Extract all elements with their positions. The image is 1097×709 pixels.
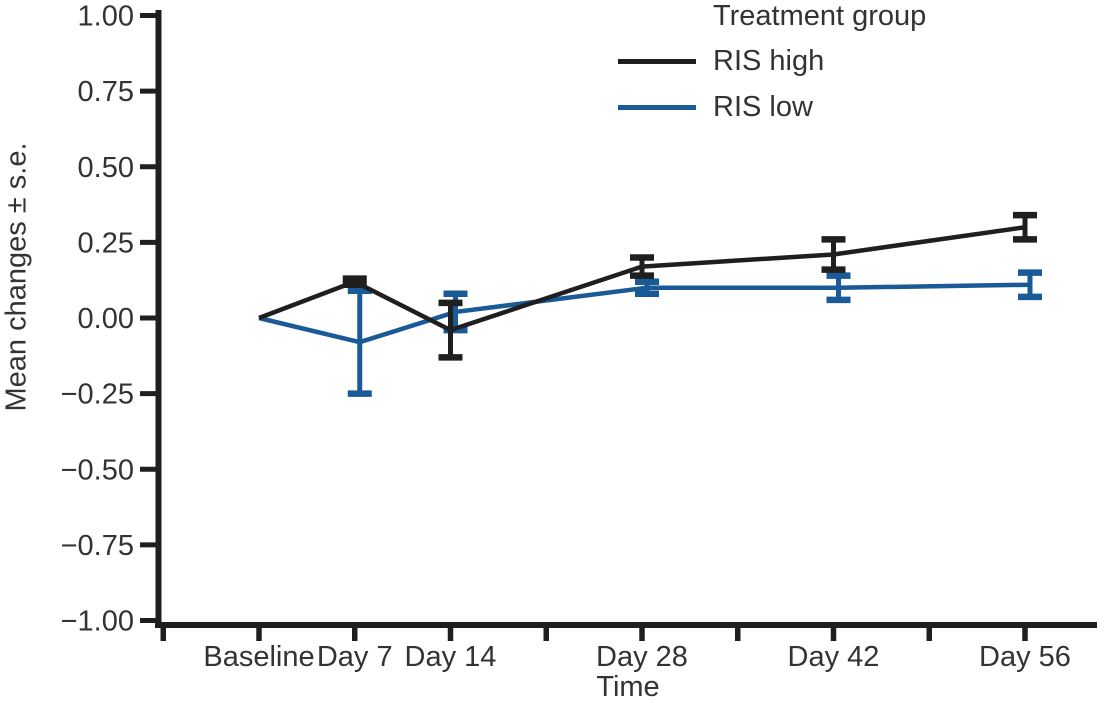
legend-item-ris-low: RIS low [618,91,926,124]
y-tick-label: 1.00 [78,1,134,33]
x-axis-title: Time [596,671,660,703]
x-tick-label: Baseline [203,641,314,673]
y-tick-label: 0.50 [78,152,134,184]
y-tick-label: −0.25 [61,379,134,411]
ris-low-line-swatch [618,105,696,110]
series-line-ris-high [258,225,1026,333]
x-tick-label: Day 28 [596,641,688,673]
y-tick-label: 0.25 [78,227,134,259]
legend-title: Treatment group [713,0,927,32]
y-tick-label: −0.75 [61,530,134,562]
x-tick-label: Day 56 [979,641,1071,673]
x-tick-label: Day 7 [317,641,393,673]
legend-label-ris-high: RIS high [713,45,825,77]
legend-item-ris-high: RIS high [618,45,926,78]
ris-high-line-swatch [618,59,696,64]
series-line-ris-low [258,282,1031,345]
y-tick-label: −0.50 [61,454,134,486]
y-axis-title: Mean changes ± s.e. [0,142,33,412]
x-tick-label: Day 14 [405,641,497,673]
y-tick-label: 0.00 [78,303,134,335]
legend-label-ris-low: RIS low [713,91,813,123]
y-tick-label: −1.00 [61,606,134,638]
y-tick-label: 0.75 [78,76,134,108]
legend: Treatment group RIS high RIS low [618,0,926,124]
x-tick-label: Day 42 [788,641,880,673]
